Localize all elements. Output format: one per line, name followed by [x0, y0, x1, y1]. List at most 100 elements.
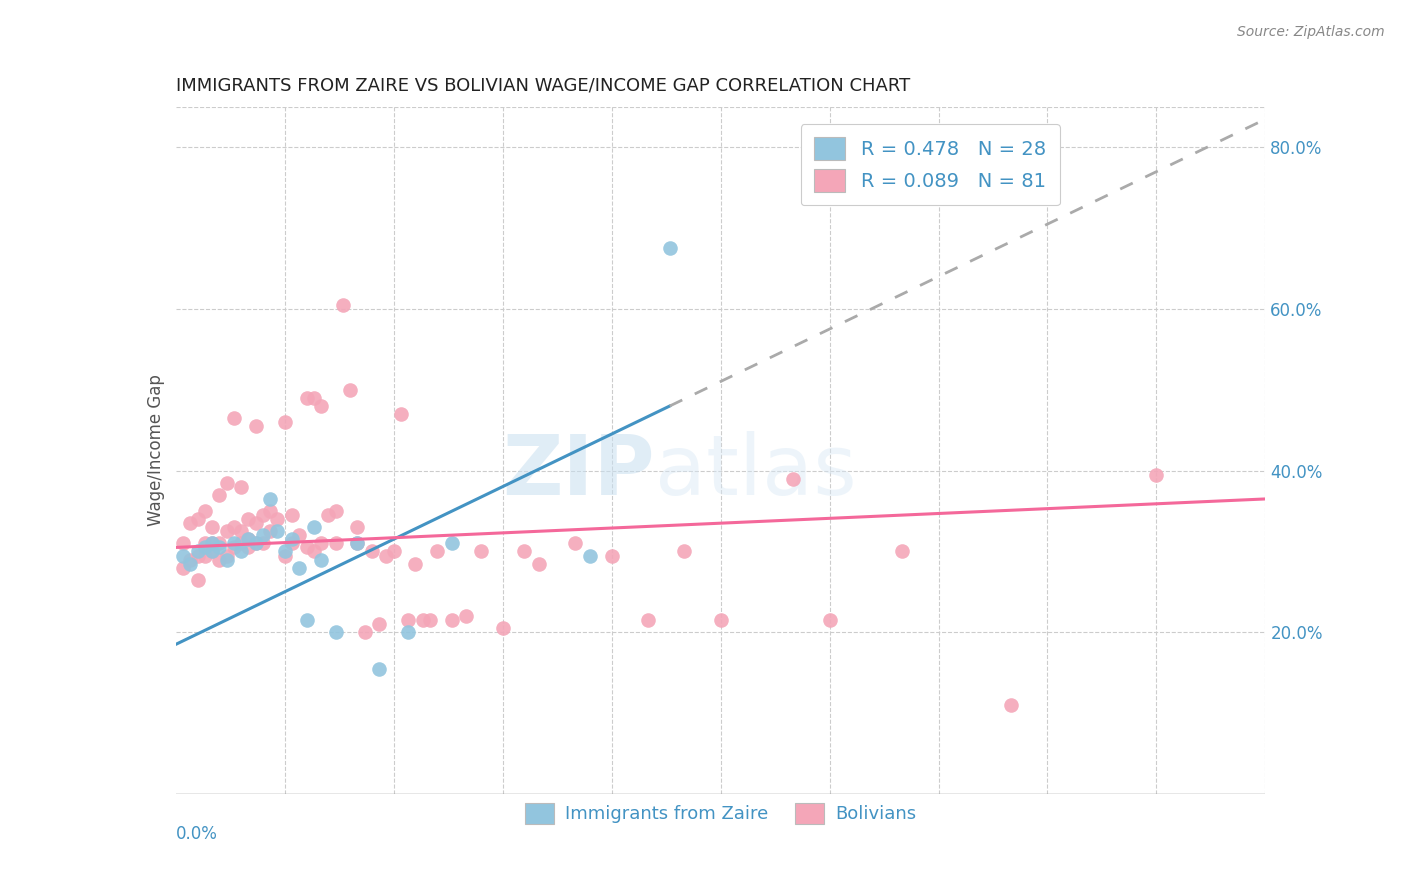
Point	[492, 621, 515, 635]
Point	[325, 504, 347, 518]
Point	[346, 536, 368, 550]
Point	[1000, 698, 1022, 712]
Point	[318, 508, 340, 522]
Point	[231, 544, 253, 558]
Point	[302, 520, 325, 534]
Point	[222, 411, 245, 425]
Point	[186, 573, 209, 587]
Point	[201, 544, 224, 558]
Point	[346, 520, 368, 534]
Y-axis label: Wage/Income Gap: Wage/Income Gap	[146, 375, 165, 526]
Point	[259, 524, 281, 539]
Point	[266, 524, 288, 539]
Point	[231, 480, 253, 494]
Point	[231, 536, 253, 550]
Point	[215, 475, 238, 490]
Point	[710, 613, 733, 627]
Point	[527, 557, 550, 571]
Point	[295, 541, 318, 555]
Point	[302, 391, 325, 405]
Point	[302, 544, 325, 558]
Point	[818, 613, 841, 627]
Point	[274, 549, 297, 563]
Point	[222, 541, 245, 555]
Point	[782, 472, 804, 486]
Point	[245, 419, 267, 434]
Text: Source: ZipAtlas.com: Source: ZipAtlas.com	[1237, 25, 1385, 39]
Point	[194, 549, 217, 563]
Point	[419, 613, 441, 627]
Point	[579, 549, 602, 563]
Point	[215, 549, 238, 563]
Point	[288, 560, 311, 574]
Point	[245, 516, 267, 531]
Point	[208, 541, 231, 555]
Point	[637, 613, 659, 627]
Point	[274, 544, 297, 558]
Point	[288, 528, 311, 542]
Point	[215, 552, 238, 566]
Point	[259, 504, 281, 518]
Point	[332, 298, 354, 312]
Point	[440, 613, 463, 627]
Point	[201, 536, 224, 550]
Point	[186, 512, 209, 526]
Point	[673, 544, 696, 558]
Point	[281, 508, 304, 522]
Text: IMMIGRANTS FROM ZAIRE VS BOLIVIAN WAGE/INCOME GAP CORRELATION CHART: IMMIGRANTS FROM ZAIRE VS BOLIVIAN WAGE/I…	[176, 77, 910, 95]
Point	[339, 383, 361, 397]
Point	[245, 536, 267, 550]
Point	[252, 528, 274, 542]
Point	[325, 536, 347, 550]
Point	[891, 544, 914, 558]
Point	[238, 533, 260, 547]
Point	[238, 512, 260, 526]
Point	[238, 533, 260, 547]
Point	[309, 536, 332, 550]
Point	[201, 544, 224, 558]
Point	[186, 549, 209, 563]
Point	[194, 541, 217, 555]
Point	[208, 552, 231, 566]
Point	[281, 536, 304, 550]
Point	[194, 536, 217, 550]
Point	[360, 544, 382, 558]
Text: 0.0%: 0.0%	[176, 825, 218, 843]
Point	[245, 536, 267, 550]
Point	[222, 520, 245, 534]
Point	[215, 524, 238, 539]
Point	[389, 407, 412, 421]
Point	[564, 536, 586, 550]
Point	[172, 549, 194, 563]
Point	[252, 536, 274, 550]
Point	[208, 488, 231, 502]
Point	[325, 625, 347, 640]
Point	[194, 504, 217, 518]
Point	[346, 536, 368, 550]
Point	[201, 536, 224, 550]
Point	[375, 549, 398, 563]
Text: atlas: atlas	[655, 431, 856, 512]
Point	[179, 552, 201, 566]
Point	[440, 536, 463, 550]
Point	[412, 613, 434, 627]
Point	[179, 516, 201, 531]
Point	[259, 491, 281, 506]
Point	[368, 617, 391, 632]
Legend: Immigrants from Zaire, Bolivians: Immigrants from Zaire, Bolivians	[516, 794, 925, 833]
Point	[208, 536, 231, 550]
Point	[274, 415, 297, 429]
Point	[295, 613, 318, 627]
Point	[172, 560, 194, 574]
Point	[1146, 467, 1168, 482]
Point	[281, 533, 304, 547]
Text: ZIP: ZIP	[503, 431, 655, 512]
Point	[266, 512, 288, 526]
Point	[222, 536, 245, 550]
Point	[295, 391, 318, 405]
Point	[470, 544, 492, 558]
Point	[405, 557, 427, 571]
Point	[513, 544, 536, 558]
Point	[382, 544, 405, 558]
Point	[231, 524, 253, 539]
